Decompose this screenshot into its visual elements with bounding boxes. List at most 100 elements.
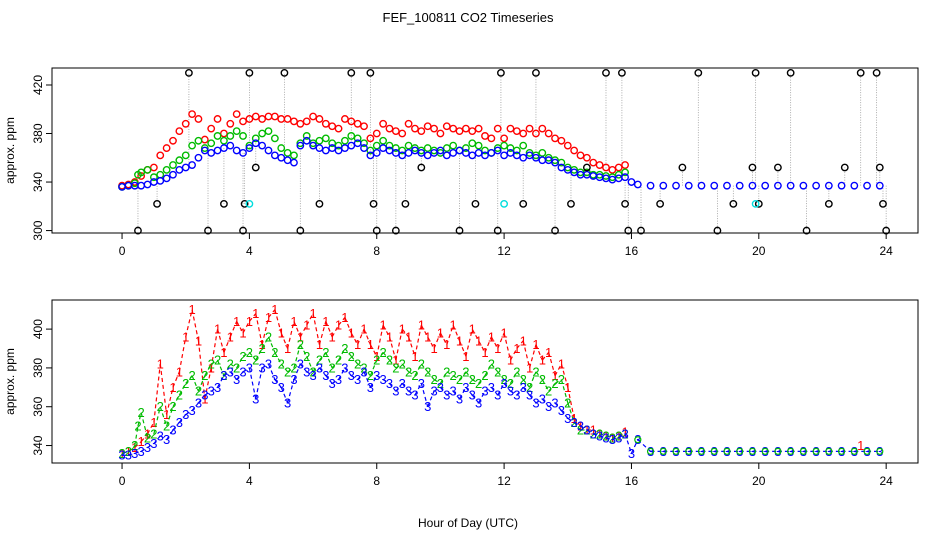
baseline-marker (787, 447, 795, 455)
baseline-marker (659, 447, 667, 455)
point-s2: 2 (430, 372, 437, 387)
point-s3: 3 (583, 423, 590, 438)
point-s2 (366, 146, 375, 155)
point-s1: 1 (456, 333, 463, 348)
point-s2: 2 (252, 353, 259, 368)
line-segment-s1 (185, 309, 193, 338)
line-segment-s3 (389, 383, 397, 392)
line-segment-s3 (618, 433, 626, 439)
point-s3: 3 (367, 380, 374, 395)
point-s1 (436, 129, 445, 138)
line-segment-s3 (459, 387, 467, 400)
point-s2: 2 (125, 444, 132, 459)
point-s3 (341, 144, 349, 152)
point-s1: 1 (551, 368, 558, 383)
point-s3 (735, 181, 744, 190)
point-s2 (175, 156, 184, 165)
line-segment-s3 (427, 390, 435, 407)
line-segment-s2 (147, 433, 155, 439)
x-tick-label: 12 (497, 244, 511, 258)
line-segment-s3 (433, 386, 441, 392)
point-s3 (761, 181, 770, 190)
y-tick-label: 380 (31, 123, 45, 143)
point-s1 (251, 112, 260, 121)
point-s1 (557, 136, 566, 145)
point-s3: 3 (838, 444, 845, 459)
line-segment-s2 (153, 406, 161, 435)
point-s1: 1 (201, 391, 208, 406)
point-s3: 3 (462, 380, 469, 395)
point-s2: 2 (494, 364, 501, 379)
point-s3: 3 (526, 388, 533, 403)
point-s3 (220, 144, 228, 152)
point-s3: 3 (354, 372, 361, 387)
point-s1: 1 (418, 318, 425, 333)
line-segment-s2 (185, 375, 193, 384)
baseline-marker (710, 447, 718, 455)
line-segment-s2 (497, 371, 505, 380)
point-s2: 2 (201, 368, 208, 383)
point-s3: 3 (851, 444, 858, 459)
y-axis-label-top: approx. ppm (3, 117, 17, 184)
line-segment-s1 (452, 324, 461, 341)
line-segment-s1 (395, 328, 403, 361)
line-segment-s1 (369, 344, 378, 357)
point-s2: 2 (163, 419, 170, 434)
point-s3: 3 (475, 395, 482, 410)
x-tick-label: 8 (373, 474, 380, 488)
point-s1 (512, 127, 521, 135)
point-s2: 2 (437, 376, 444, 391)
line-segment-s2 (255, 348, 263, 361)
point-s3: 3 (685, 444, 692, 459)
line-segment-s3 (128, 452, 135, 456)
point-s3: 3 (169, 423, 176, 438)
point-s3: 3 (628, 446, 635, 461)
line-segment-s3 (490, 386, 499, 396)
point-s1 (563, 141, 572, 150)
point-s3 (570, 168, 579, 177)
line-segment-s2 (217, 359, 225, 376)
point-s1 (602, 163, 610, 172)
point-s3: 3 (182, 407, 189, 422)
line-segment-s3 (446, 390, 454, 396)
point-spike (882, 226, 891, 235)
point-s1 (519, 129, 528, 138)
point-s2: 2 (532, 364, 539, 379)
point-s1 (169, 136, 177, 145)
line-segment-s3 (204, 390, 212, 396)
line-segment-s2 (427, 371, 435, 380)
line-segment-s2 (408, 371, 416, 377)
line-segment-s1 (268, 309, 276, 318)
line-segment-s1 (325, 321, 333, 338)
line-segment-s2 (204, 363, 212, 376)
point-s1 (321, 119, 330, 128)
point-s3 (506, 149, 515, 157)
point-cyan (751, 199, 760, 208)
line-segment-s3 (567, 417, 575, 423)
point-s3: 3 (322, 368, 329, 383)
point-s3 (232, 146, 241, 155)
point-s3: 3 (723, 444, 730, 459)
line-segment-s1 (153, 363, 161, 423)
point-spike (582, 163, 591, 172)
point-s3 (226, 141, 235, 150)
line-segment-s1 (312, 313, 321, 345)
point-s2 (379, 136, 388, 145)
plot-frame-bottom (51, 299, 919, 464)
point-s3 (557, 163, 566, 172)
point-s2 (328, 139, 337, 148)
point-s2: 2 (144, 430, 151, 445)
baseline-marker (876, 447, 884, 455)
line-segment-s3 (185, 410, 193, 416)
point-s2 (149, 173, 158, 182)
line-segment-s1 (248, 313, 257, 322)
line-segment-s3 (248, 367, 257, 400)
point-s3 (468, 151, 477, 160)
point-s3: 3 (195, 395, 202, 410)
point-spike (729, 199, 738, 208)
point-s3 (347, 141, 356, 150)
point-s2: 2 (239, 349, 246, 364)
point-s1: 1 (430, 341, 437, 356)
line-segment-s1 (223, 336, 231, 353)
point-s3 (812, 181, 821, 190)
